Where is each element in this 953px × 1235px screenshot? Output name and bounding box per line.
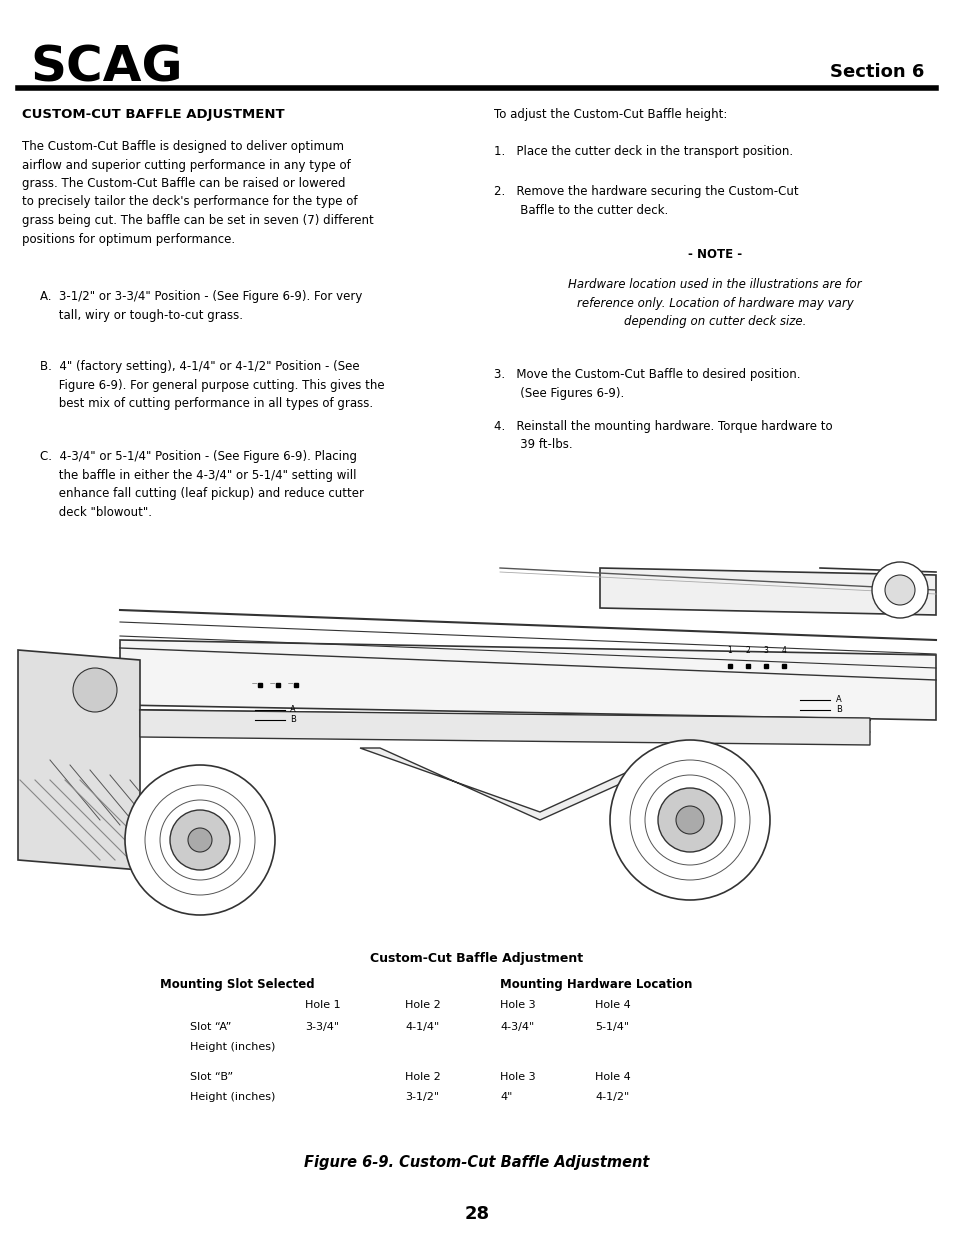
Text: To adjust the Custom-Cut Baffle height:: To adjust the Custom-Cut Baffle height: — [494, 107, 726, 121]
Text: The Custom-Cut Baffle is designed to deliver optimum
airflow and superior cuttin: The Custom-Cut Baffle is designed to del… — [22, 140, 374, 246]
Text: 2.   Remove the hardware securing the Custom-Cut
       Baffle to the cutter dec: 2. Remove the hardware securing the Cust… — [494, 185, 798, 216]
Text: 4-3/4": 4-3/4" — [499, 1023, 534, 1032]
Text: 4.   Reinstall the mounting hardware. Torque hardware to
       39 ft-lbs.: 4. Reinstall the mounting hardware. Torq… — [494, 420, 832, 452]
Text: Mounting Hardware Location: Mounting Hardware Location — [499, 978, 692, 990]
Text: Hole 3: Hole 3 — [499, 1000, 535, 1010]
Text: 5-1/4": 5-1/4" — [595, 1023, 628, 1032]
Polygon shape — [120, 640, 935, 720]
Text: Hole 4: Hole 4 — [595, 1072, 630, 1082]
Text: —: — — [288, 680, 294, 685]
Polygon shape — [599, 568, 935, 615]
Text: 2: 2 — [745, 646, 750, 655]
Text: Hardware location used in the illustrations are for
reference only. Location of : Hardware location used in the illustrati… — [568, 278, 861, 329]
Text: Slot “B”: Slot “B” — [190, 1072, 233, 1082]
Text: Hole 1: Hole 1 — [305, 1000, 340, 1010]
Circle shape — [658, 788, 721, 852]
Text: A.  3-1/2" or 3-3/4" Position - (See Figure 6-9). For very
     tall, wiry or to: A. 3-1/2" or 3-3/4" Position - (See Figu… — [40, 290, 362, 321]
Text: —: — — [270, 680, 275, 685]
Text: Height (inches): Height (inches) — [190, 1042, 275, 1052]
Circle shape — [609, 740, 769, 900]
Text: 3.   Move the Custom-Cut Baffle to desired position.
       (See Figures 6-9).: 3. Move the Custom-Cut Baffle to desired… — [494, 368, 800, 399]
Text: Hole 4: Hole 4 — [595, 1000, 630, 1010]
Text: Figure 6-9. Custom-Cut Baffle Adjustment: Figure 6-9. Custom-Cut Baffle Adjustment — [304, 1155, 649, 1170]
Text: A: A — [290, 705, 295, 715]
Text: —: — — [252, 680, 257, 685]
Text: 4-1/2": 4-1/2" — [595, 1092, 629, 1102]
Polygon shape — [140, 710, 869, 745]
Text: 1: 1 — [727, 646, 732, 655]
Text: 3-3/4": 3-3/4" — [305, 1023, 338, 1032]
Circle shape — [188, 827, 212, 852]
Text: Hole 3: Hole 3 — [499, 1072, 535, 1082]
Text: 28: 28 — [464, 1205, 489, 1223]
Circle shape — [676, 806, 703, 834]
Text: Height (inches): Height (inches) — [190, 1092, 275, 1102]
Text: 4-1/4": 4-1/4" — [405, 1023, 438, 1032]
Circle shape — [73, 668, 117, 713]
Text: C.  4-3/4" or 5-1/4" Position - (See Figure 6-9). Placing
     the baffle in eit: C. 4-3/4" or 5-1/4" Position - (See Figu… — [40, 450, 364, 519]
Text: 3: 3 — [762, 646, 767, 655]
Circle shape — [125, 764, 274, 915]
Text: 4: 4 — [781, 646, 785, 655]
Text: Mounting Slot Selected: Mounting Slot Selected — [160, 978, 314, 990]
Text: Hole 2: Hole 2 — [405, 1072, 440, 1082]
Polygon shape — [18, 650, 140, 869]
Text: B.  4" (factory setting), 4-1/4" or 4-1/2" Position - (See
     Figure 6-9). For: B. 4" (factory setting), 4-1/4" or 4-1/2… — [40, 359, 384, 410]
Text: 3-1/2": 3-1/2" — [405, 1092, 438, 1102]
Text: B: B — [290, 715, 295, 725]
Text: SCAG: SCAG — [30, 44, 182, 91]
Polygon shape — [359, 748, 700, 820]
Bar — [18, 568, 935, 940]
Circle shape — [884, 576, 914, 605]
Text: Custom-Cut Baffle Adjustment: Custom-Cut Baffle Adjustment — [370, 952, 583, 965]
Text: Slot “A”: Slot “A” — [190, 1023, 232, 1032]
Circle shape — [871, 562, 927, 618]
Circle shape — [170, 810, 230, 869]
Text: Section 6: Section 6 — [829, 63, 923, 82]
Text: CUSTOM-CUT BAFFLE ADJUSTMENT: CUSTOM-CUT BAFFLE ADJUSTMENT — [22, 107, 284, 121]
Text: 1.   Place the cutter deck in the transport position.: 1. Place the cutter deck in the transpor… — [494, 144, 792, 158]
Text: B: B — [835, 705, 841, 715]
Text: - NOTE -: - NOTE - — [687, 248, 741, 261]
Text: Hole 2: Hole 2 — [405, 1000, 440, 1010]
Text: A: A — [835, 695, 841, 704]
Text: 4": 4" — [499, 1092, 512, 1102]
